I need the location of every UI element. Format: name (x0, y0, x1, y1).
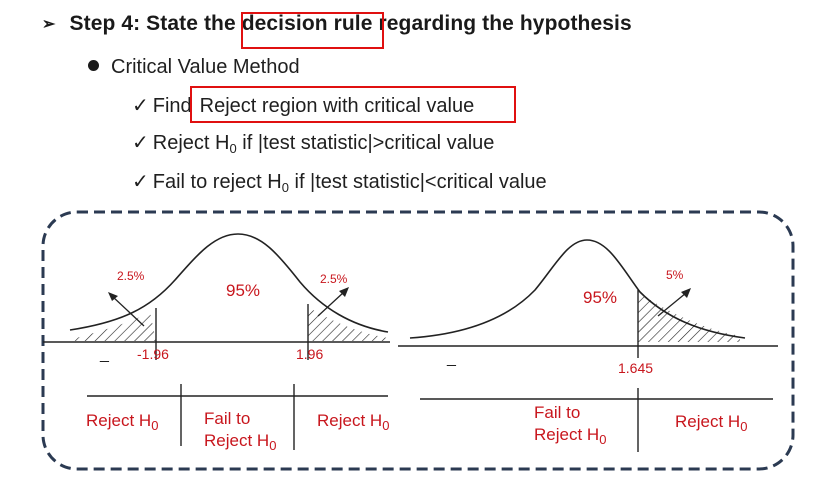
crit-value-right: 1.96 (296, 346, 324, 362)
checkmark-icon: ✓ (132, 95, 149, 117)
dot-bullet-icon (88, 60, 99, 71)
right-chart-tail-shade (638, 292, 740, 342)
right-tail-pct: 2.5% (320, 272, 348, 286)
heading-suffix: regarding the hypothesis (372, 12, 632, 35)
crit-value-one-tail: 1.645 (618, 360, 654, 376)
right-minus-mark: _ (447, 350, 456, 367)
arrow-bullet-icon: ➢ (42, 16, 56, 33)
step-heading: ➢ Step 4: State the decision rule regardi… (42, 12, 632, 36)
right-fail-label: Fail to Reject H0 (534, 403, 607, 447)
left-fail-label: Fail to Reject H0 (204, 409, 277, 453)
decision-rule-box (241, 12, 384, 49)
left-reject-label: Reject H0 (86, 411, 159, 433)
check-item-reject: ✓ Reject H0 if |test statistic|>critical … (132, 132, 495, 156)
arrow-left-tail (111, 295, 145, 327)
check-item-fail: ✓ Fail to reject H0 if |test statistic|<c… (132, 171, 547, 195)
heading-prefix: Step 4: State the (69, 12, 242, 35)
arrow-right-tail (317, 291, 345, 317)
reject-region-box (190, 86, 516, 123)
crit-value-left: -1.96 (137, 346, 169, 362)
left-minus-mark: _ (100, 346, 109, 363)
right-center-pct: 95% (583, 288, 618, 307)
left-tail-shade (70, 312, 156, 341)
arrow-one-tail (657, 292, 687, 317)
checkmark-icon: ✓ (132, 132, 149, 154)
one-tail-pct: 5% (666, 268, 684, 282)
dashed-border (41, 210, 795, 471)
right-tail-shade (308, 307, 388, 341)
checkmark-icon: ✓ (132, 171, 149, 193)
method-label: Critical Value Method (111, 56, 300, 78)
check-item-find: ✓ Find Reject region with critical value (132, 95, 475, 117)
right-reject-label: Reject H0 (317, 411, 390, 433)
decision-rule-highlight: decision rule (241, 12, 373, 35)
find-highlight-text: Reject region with critical value (199, 95, 475, 117)
left-tail-pct: 2.5% (117, 269, 145, 283)
right-normal-curve (409, 239, 746, 339)
left-normal-curve (69, 233, 389, 333)
right-reject-label-2: Reject H0 (675, 412, 748, 434)
left-center-pct: 95% (226, 281, 261, 300)
method-bullet: Critical Value Method (88, 56, 300, 79)
